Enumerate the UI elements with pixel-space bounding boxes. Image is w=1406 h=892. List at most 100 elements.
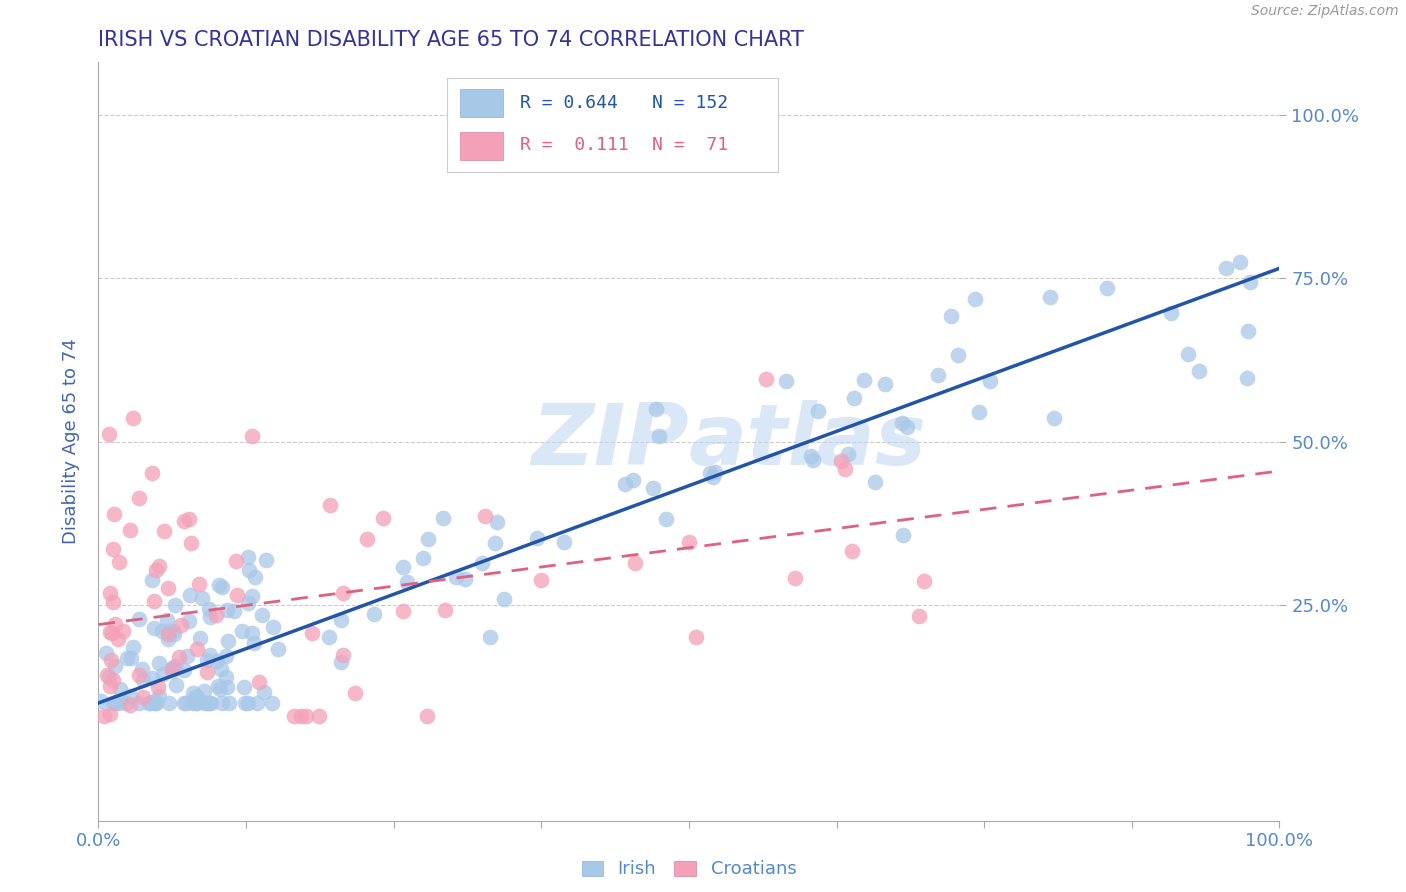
Point [209, 662, 232, 676]
Point [262, 696, 284, 710]
Y-axis label: Disability Age 65 to 74: Disability Age 65 to 74 [62, 339, 80, 544]
Point [108, 682, 131, 697]
Point [104, 696, 127, 710]
Text: IRISH VS CROATIAN DISABILITY AGE 65 TO 74 CORRELATION CHART: IRISH VS CROATIAN DISABILITY AGE 65 TO 7… [98, 29, 804, 50]
Point [128, 696, 150, 710]
Point [141, 672, 163, 686]
Point [118, 524, 141, 538]
Point [128, 491, 150, 506]
Point [844, 391, 866, 405]
Point [98, 706, 121, 721]
Point [93, 709, 115, 723]
Point [222, 604, 245, 618]
Point [107, 555, 129, 569]
Point [217, 633, 239, 648]
Point [800, 449, 823, 463]
Point [200, 648, 222, 662]
Point [179, 588, 201, 602]
Point [181, 696, 204, 710]
Point [177, 614, 200, 628]
Point [1039, 290, 1062, 304]
Point [319, 498, 342, 512]
Point [927, 368, 949, 383]
Point [157, 581, 180, 595]
Point [654, 511, 676, 525]
Point [98, 679, 121, 693]
Point [454, 572, 477, 586]
Point [103, 507, 125, 521]
Point [148, 558, 170, 573]
Point [138, 696, 160, 710]
Point [121, 640, 143, 654]
Point [98, 670, 121, 684]
Point [148, 680, 170, 694]
Point [1237, 324, 1260, 338]
Point [195, 653, 218, 667]
Point [252, 685, 274, 699]
Point [392, 604, 415, 618]
Point [444, 570, 467, 584]
Point [301, 626, 323, 640]
Point [141, 573, 163, 587]
Point [232, 681, 254, 695]
Point [841, 544, 863, 558]
Point [218, 696, 240, 710]
Point [198, 610, 221, 624]
Text: Source: ZipAtlas.com: Source: ZipAtlas.com [1251, 4, 1399, 19]
Point [392, 560, 415, 574]
Point [1177, 346, 1199, 360]
Point [132, 673, 155, 687]
Point [195, 665, 218, 680]
Point [148, 689, 170, 703]
Point [1042, 410, 1064, 425]
Point [837, 447, 859, 461]
Point [163, 659, 186, 673]
Point [262, 620, 284, 634]
Point [101, 696, 124, 710]
Point [143, 693, 166, 707]
Point [979, 374, 1001, 388]
Point [775, 374, 797, 388]
Point [912, 574, 935, 589]
Point [236, 596, 259, 610]
Point [101, 673, 124, 687]
Point [830, 454, 852, 468]
Point [1160, 306, 1182, 320]
Point [179, 512, 201, 526]
Point [101, 541, 124, 556]
Point [254, 553, 277, 567]
Point [247, 674, 270, 689]
Point [242, 636, 264, 650]
Point [215, 670, 238, 684]
Point [621, 473, 644, 487]
Point [98, 625, 121, 640]
Point [173, 515, 195, 529]
Point [396, 575, 419, 590]
Point [356, 532, 378, 546]
Point [186, 696, 208, 710]
Point [208, 578, 231, 592]
Point [194, 696, 217, 710]
Point [157, 627, 180, 641]
Point [246, 696, 269, 710]
Point [98, 586, 121, 600]
Point [373, 510, 395, 524]
Point [215, 680, 238, 694]
Point [215, 603, 238, 617]
Point [118, 698, 141, 712]
Point [211, 581, 233, 595]
Point [208, 681, 231, 696]
Point [283, 709, 305, 723]
Point [101, 595, 124, 609]
Point [114, 696, 136, 710]
Point [142, 621, 165, 635]
Point [908, 608, 931, 623]
Point [967, 405, 990, 419]
Point [104, 617, 127, 632]
Point [142, 594, 165, 608]
Point [432, 511, 454, 525]
Point [207, 679, 229, 693]
Point [1239, 276, 1261, 290]
Point [225, 588, 247, 602]
Point [645, 402, 668, 417]
